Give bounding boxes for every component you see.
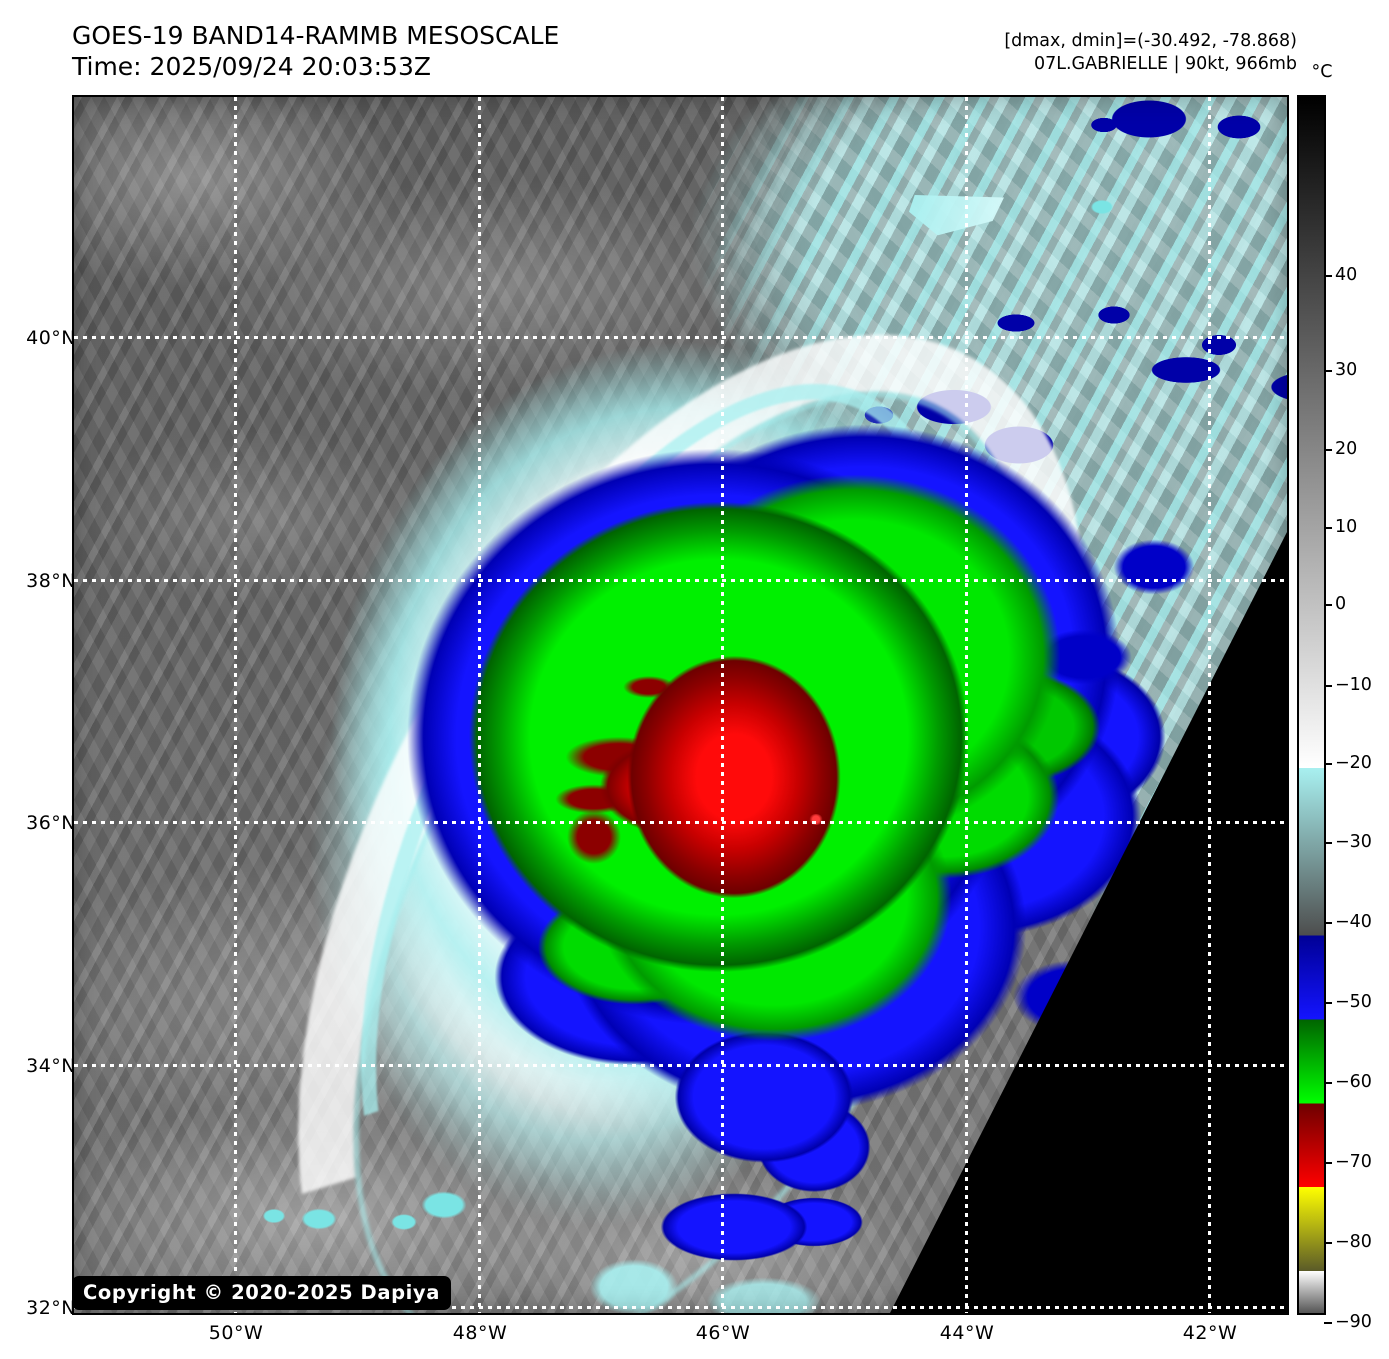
- colorbar-tick-11: [1324, 1162, 1332, 1164]
- lon-tick-label-2: 46°W: [695, 1322, 751, 1344]
- colorbar-tick-label-0: 40: [1335, 265, 1358, 285]
- storm-info-label: 07L.GABRIELLE | 90kt, 966mb: [1033, 54, 1297, 74]
- colorbar-tick-10: [1324, 1082, 1332, 1084]
- colorbar-tick-label-13: −90: [1335, 1312, 1372, 1332]
- plot-edge-vignette: [74, 97, 1287, 1313]
- colorbar-tick-label-12: −80: [1335, 1232, 1372, 1252]
- header-meta-block: [dmax, dmin]=(-30.492, -78.868) 07L.GABR…: [1004, 30, 1297, 76]
- lat-tick-label-2: 36°N: [26, 812, 76, 834]
- colorbar-unit-label: °C: [1311, 62, 1333, 82]
- colorbar-tick-0: [1324, 275, 1332, 277]
- colorbar-tick-label-2: 20: [1335, 439, 1358, 459]
- colorbar-tick-13: [1324, 1322, 1332, 1324]
- lat-tick-label-3: 34°N: [26, 1055, 76, 1077]
- timestamp-label: Time: 2025/09/24 20:03:53Z: [72, 52, 431, 81]
- data-range-label: [dmax, dmin]=(-30.492, -78.868): [1004, 31, 1297, 51]
- colorbar-tick-label-6: −20: [1335, 753, 1372, 773]
- colorbar-tick-label-10: −60: [1335, 1072, 1372, 1092]
- colorbar-tick-label-4: 0: [1335, 594, 1347, 614]
- lon-tick-label-0: 50°W: [208, 1322, 264, 1344]
- lon-tick-label-1: 48°W: [452, 1322, 508, 1344]
- colorbar-tick-2: [1324, 449, 1332, 451]
- colorbar-tick-4: [1324, 604, 1332, 606]
- colorbar-tick-5: [1324, 685, 1332, 687]
- colorbar-tick-8: [1324, 922, 1332, 924]
- lon-tick-label-3: 44°W: [939, 1322, 995, 1344]
- colorbar-tick-label-5: −10: [1335, 675, 1372, 695]
- colorbar-tick-6: [1324, 763, 1332, 765]
- colorbar-tick-label-9: −50: [1335, 992, 1372, 1012]
- colorbar-tick-label-8: −40: [1335, 912, 1372, 932]
- page-title: GOES-19 BAND14-RAMMB MESOSCALE: [72, 21, 560, 50]
- colorbar-tick-7: [1324, 842, 1332, 844]
- header-title-block: GOES-19 BAND14-RAMMB MESOSCALE Time: 202…: [72, 20, 559, 82]
- lat-tick-label-1: 38°N: [26, 570, 76, 592]
- colorbar-tick-9: [1324, 1002, 1332, 1004]
- colorbar-tick-12: [1324, 1242, 1332, 1244]
- lat-tick-label-0: 40°N: [26, 327, 76, 349]
- lat-tick-label-4: 32°N: [26, 1297, 76, 1319]
- copyright-badge: Copyright © 2020-2025 Dapiya: [72, 1276, 452, 1310]
- satellite-image-plot[interactable]: [72, 95, 1289, 1315]
- colorbar-tick-label-1: 30: [1335, 360, 1358, 380]
- temperature-colorbar[interactable]: [1297, 95, 1326, 1315]
- colorbar-tick-label-11: −70: [1335, 1152, 1372, 1172]
- colorbar-gradient: [1299, 97, 1324, 1313]
- lon-tick-label-4: 42°W: [1182, 1322, 1238, 1344]
- colorbar-tick-1: [1324, 370, 1332, 372]
- colorbar-tick-label-3: 10: [1335, 517, 1358, 537]
- colorbar-tick-label-7: −30: [1335, 832, 1372, 852]
- colorbar-tick-3: [1324, 527, 1332, 529]
